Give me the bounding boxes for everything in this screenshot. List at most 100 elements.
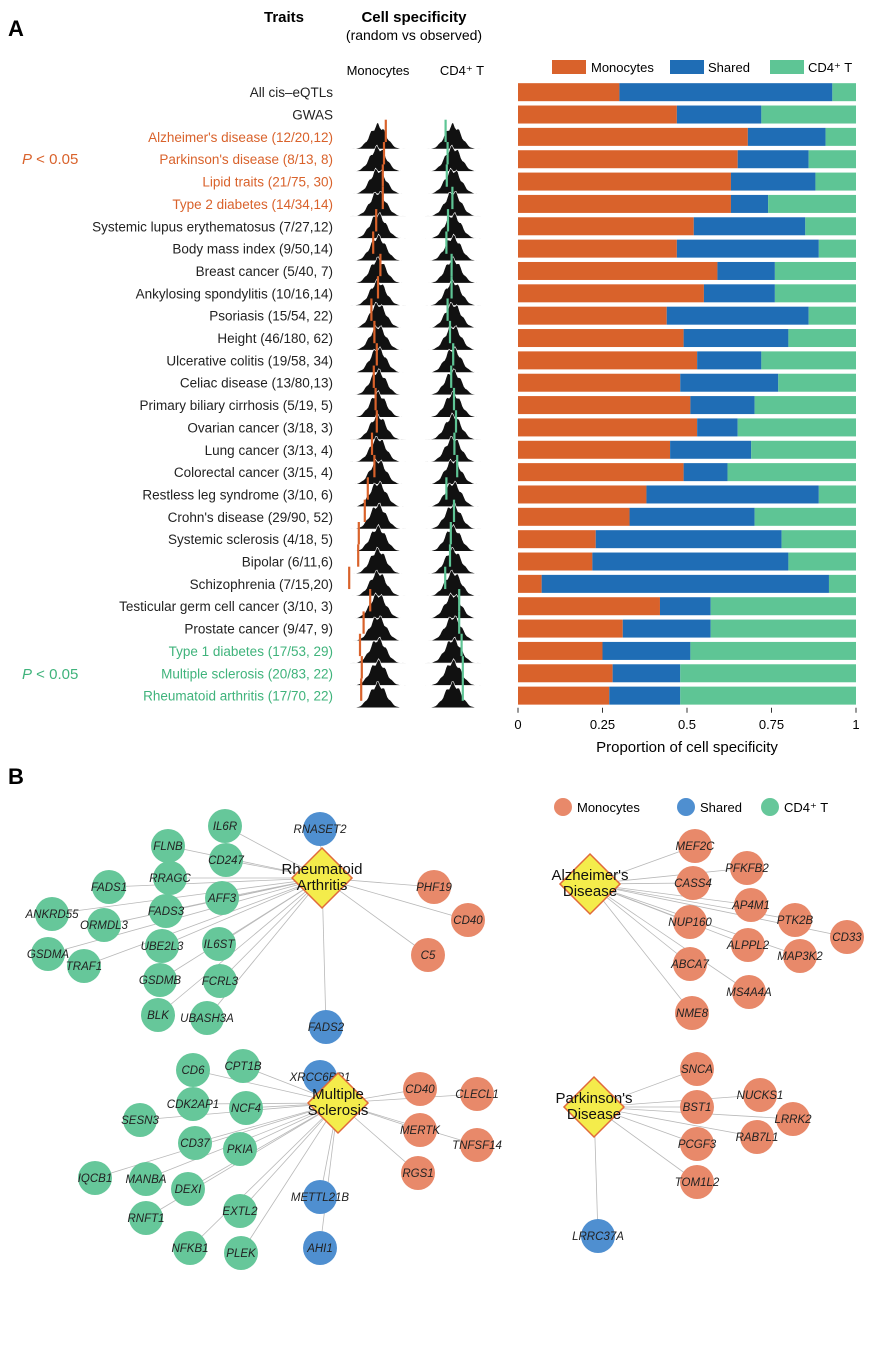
trait-label: Multiple sclerosis (20/83, 22)	[161, 666, 333, 681]
panel-a-label: A	[8, 16, 24, 41]
bar-segment-monocytes	[518, 574, 542, 593]
bar-segment-monocytes	[518, 664, 613, 683]
trait-label: All cis–eQTLs	[250, 85, 334, 100]
gene-label: CD40	[453, 915, 483, 927]
gene-node	[208, 809, 242, 843]
bar-segment-cd4	[768, 194, 856, 213]
ridge-plots	[348, 119, 482, 709]
gene-node	[743, 1078, 777, 1112]
gene-node	[778, 903, 812, 937]
bar-segment-monocytes	[518, 217, 694, 236]
bar-segment-monocytes	[518, 552, 593, 571]
gene-label: FADS3	[148, 906, 185, 918]
bar-segment-shared	[676, 239, 819, 258]
bar-segment-cd4	[818, 239, 856, 258]
gene-label: FLNB	[153, 841, 183, 853]
bar-segment-shared	[676, 105, 762, 124]
gene-node	[731, 928, 765, 962]
bar-segment-monocytes	[518, 351, 698, 370]
bar-segment-monocytes	[518, 239, 677, 258]
gene-label: FADS1	[91, 882, 127, 894]
legend-cd4: CD4⁺ T	[808, 60, 852, 75]
gene-label: MAP3K2	[777, 951, 823, 963]
gene-label: TNFSF14	[452, 1140, 502, 1152]
trait-label: Breast cancer (5/40, 7)	[196, 264, 333, 279]
ridge-monocytes	[349, 480, 407, 507]
bar-segment-shared	[680, 373, 779, 392]
trait-label: Primary biliary cirrhosis (5/19, 5)	[139, 398, 333, 413]
gene-label: IQCB1	[78, 1173, 113, 1185]
gene-node	[403, 1072, 437, 1106]
ridge-monocytes	[349, 658, 407, 686]
x-axis: 0 0.25 0.5 0.75 1	[514, 707, 860, 732]
bar-segment-shared	[619, 83, 833, 102]
gene-label: ORMDL3	[80, 920, 129, 932]
gene-label: PLEK	[226, 1248, 257, 1260]
hub-label: Multiple	[312, 1086, 364, 1103]
network-legend-cd4: CD4⁺ T	[784, 800, 828, 815]
legend-shared: Shared	[708, 60, 750, 75]
gene-label: NUCKS1	[737, 1090, 784, 1102]
ridge-cd4	[424, 546, 482, 574]
bar-segment-shared	[609, 686, 681, 705]
gene-label: CDK2AP1	[167, 1099, 219, 1111]
network-2: CD6 CPT1B CDK2AP1 NCF4 SESN3 CD37 PKIA IQCB1 MAN…	[78, 1049, 502, 1270]
gene-node	[303, 1180, 337, 1214]
bar-segment-shared	[629, 507, 755, 526]
network-0: IL6R FLNB CD247 RRAGC FADS1 AFF3 FADS3 ANKRD55O…	[24, 809, 485, 1044]
gene-label: RAB7L1	[736, 1132, 779, 1144]
bar-segment-cd4	[737, 418, 856, 437]
edge	[161, 877, 323, 947]
gene-label: ANKRD55	[24, 909, 79, 921]
gene-node	[149, 894, 183, 928]
bar-segment-monocytes	[518, 619, 623, 638]
x-tick-label: 1	[852, 717, 859, 732]
gene-label: TRAF1	[66, 961, 102, 973]
gene-node	[678, 829, 712, 863]
gene-label: METTL21B	[291, 1192, 349, 1204]
bar-segment-cd4	[761, 105, 856, 124]
trait-label: Colorectal cancer (3/15, 4)	[174, 465, 333, 480]
gene-node	[673, 905, 707, 939]
gene-node	[309, 1010, 343, 1044]
bar-segment-cd4	[815, 172, 856, 191]
hub-diamond	[290, 846, 354, 910]
gene-label: FCRL3	[202, 976, 239, 988]
gene-node	[176, 1053, 210, 1087]
gene-label: C5	[421, 950, 436, 962]
gene-label: AHI1	[306, 1243, 333, 1255]
gene-node	[403, 1113, 437, 1147]
gene-node	[87, 908, 121, 942]
gene-label: GSDMA	[27, 949, 70, 961]
bar-segment-shared	[737, 150, 809, 169]
panel-b-label: B	[8, 764, 24, 789]
gene-label: CD247	[208, 855, 244, 867]
bar-segment-shared	[595, 530, 782, 549]
legend-swatch-shared	[670, 60, 704, 74]
bar-segment-monocytes	[518, 306, 667, 325]
gene-label: BST1	[683, 1102, 712, 1114]
bar-segment-shared	[622, 619, 711, 638]
gene-label: CD33	[832, 932, 862, 944]
bar-segment-monocytes	[518, 686, 610, 705]
column-monocytes-header: Monocytes	[347, 63, 410, 78]
gene-node	[151, 829, 185, 863]
gene-label: NCF4	[231, 1103, 261, 1115]
gene-label: RGS1	[402, 1168, 433, 1180]
gene-label: MERTK	[400, 1125, 441, 1137]
gene-node	[675, 996, 709, 1030]
gene-label: MANBA	[126, 1174, 167, 1186]
gene-node	[143, 963, 177, 997]
x-tick-label: 0.75	[759, 717, 784, 732]
bar-segment-cd4	[808, 150, 856, 169]
gene-label: CLECL1	[455, 1089, 498, 1101]
gene-node	[783, 939, 817, 973]
gene-node	[203, 964, 237, 998]
gene-node	[451, 903, 485, 937]
bar-segment-shared	[683, 329, 789, 348]
trait-label: Alzheimer's disease (12/20,12)	[148, 130, 333, 145]
trait-label: Bipolar (6/11,6)	[242, 555, 333, 570]
ridge-cd4	[424, 256, 482, 284]
ridge-cd4	[424, 523, 482, 552]
bar-segment-cd4	[761, 351, 856, 370]
